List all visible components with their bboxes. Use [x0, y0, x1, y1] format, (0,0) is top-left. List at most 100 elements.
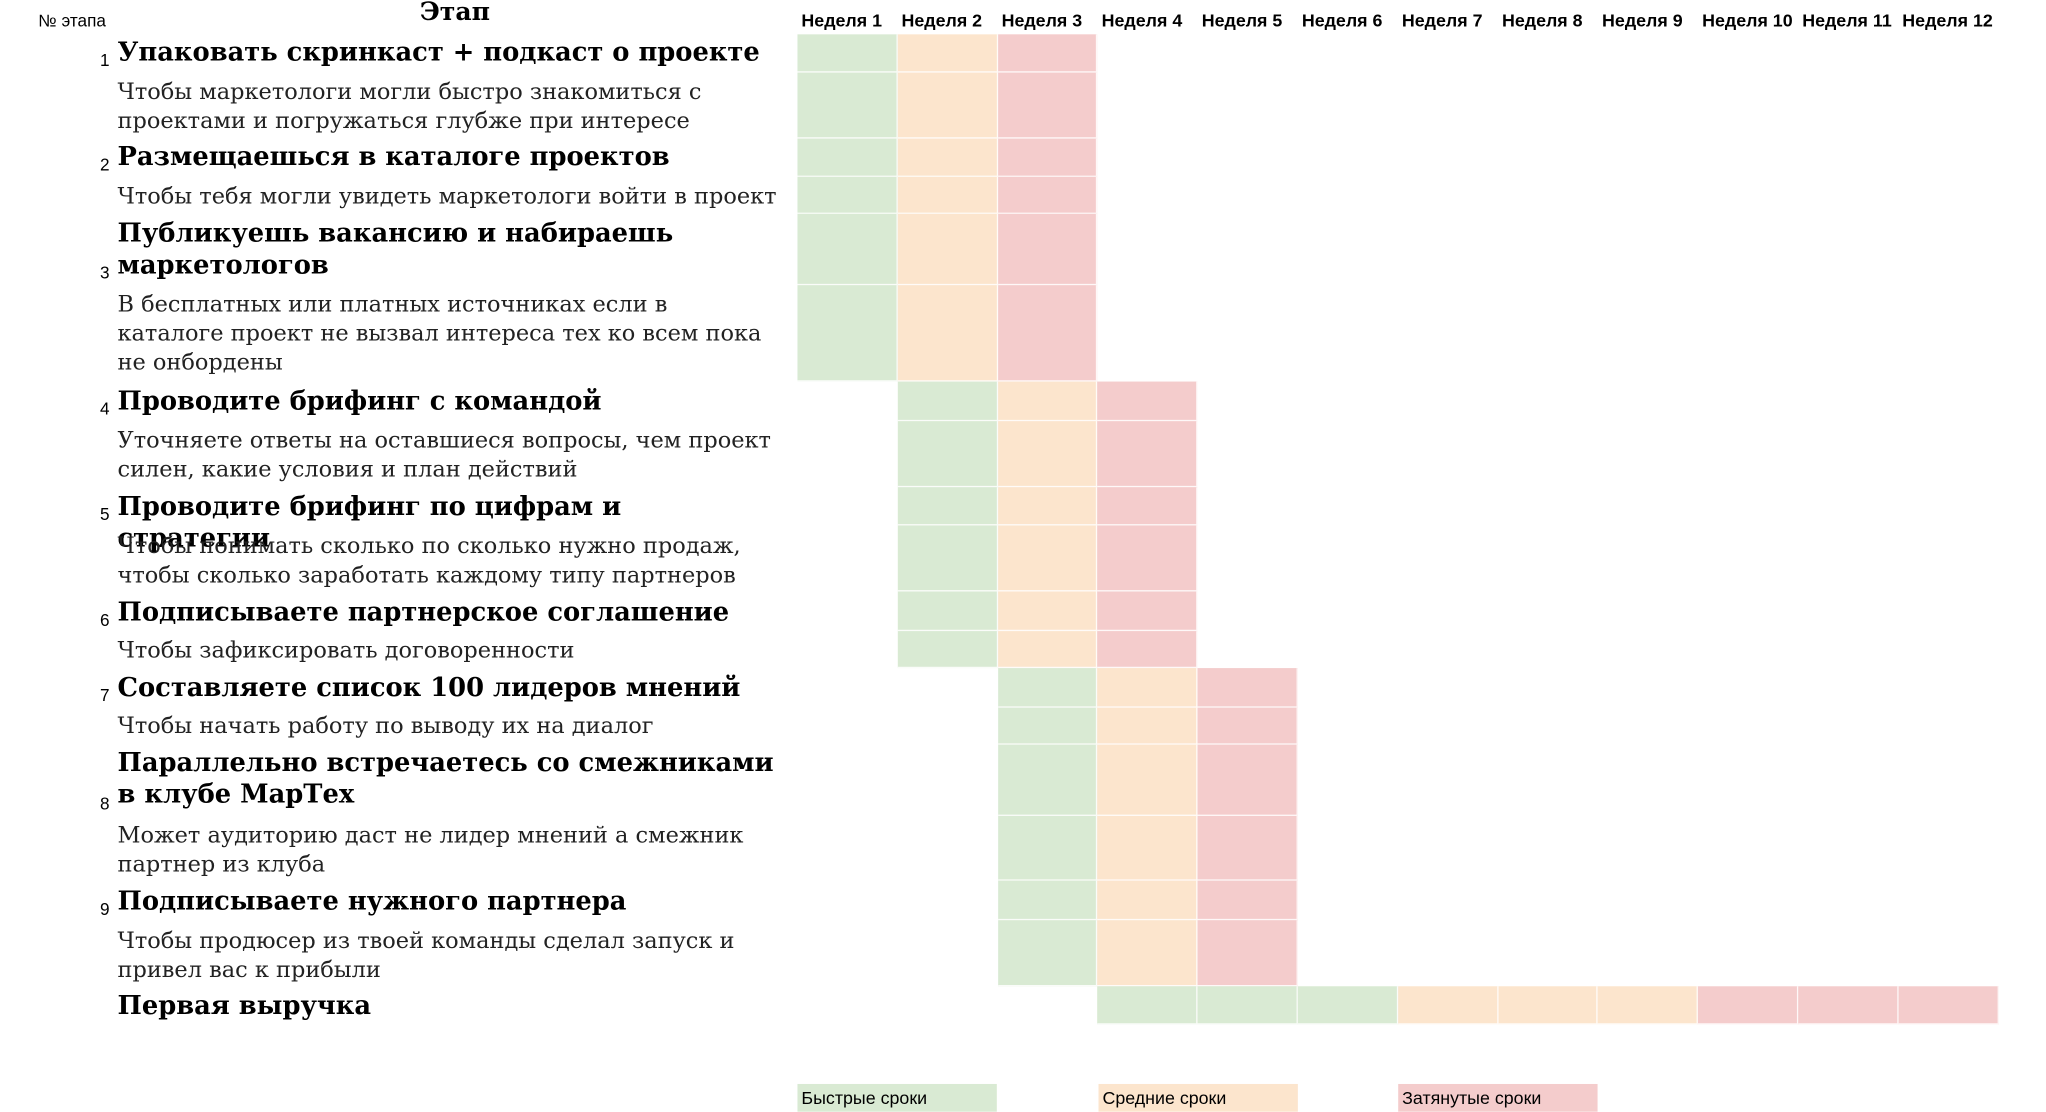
header-stage-number: № этапа [38, 10, 106, 31]
stage-desc-8: Может аудиторию даст не лидер мнений а с… [117, 822, 744, 878]
cell-fast-week-3-group-7-9 [997, 707, 1098, 745]
stage-desc-9: Чтобы продюсер из твоей команды сделал з… [117, 928, 735, 984]
cell-slow-week-4-group-4-6 [1097, 381, 1198, 422]
stage-desc-3: В бесплатных или платных источниках если… [117, 291, 762, 377]
cell-medium-week-8-group-revenue [1498, 986, 1599, 1025]
cell-medium-week-4-group-7-9 [1097, 815, 1198, 881]
week-header-5: Неделя 5 [1201, 10, 1283, 31]
cell-fast-week-2-group-4-6 [897, 631, 998, 669]
cell-medium-week-3-group-4-6 [997, 631, 1098, 669]
legend-medium: Средние сроки [1098, 1083, 1298, 1112]
cell-slow-week-5-group-7-9 [1197, 668, 1298, 708]
cell-medium-week-2-group-1-3 [897, 34, 998, 73]
stage-desc-6: Чтобы зафиксировать договоренности [117, 637, 575, 665]
cell-medium-week-3-group-4-6 [997, 591, 1098, 632]
cell-slow-week-5-group-7-9 [1197, 815, 1298, 881]
stage-title-6: Подписываете партнерское соглашение [117, 596, 730, 628]
stage-number-1: 1 [100, 50, 110, 70]
cell-slow-week-3-group-1-3 [997, 72, 1098, 139]
cell-medium-week-4-group-7-9 [1097, 920, 1198, 987]
week-header-6: Неделя 6 [1301, 10, 1383, 31]
cell-fast-week-3-group-7-9 [997, 744, 1098, 816]
stage-number-8: 8 [100, 793, 110, 814]
legend-slow: Затянутые сроки [1398, 1083, 1598, 1112]
cell-medium-week-2-group-1-3 [897, 213, 998, 286]
cell-fast-week-6-group-revenue [1297, 986, 1398, 1025]
cell-medium-week-3-group-4-6 [997, 381, 1098, 422]
cell-slow-week-3-group-1-3 [997, 34, 1098, 73]
stage-number-7: 7 [100, 685, 110, 706]
cell-fast-week-1-group-1-3 [797, 285, 898, 382]
cell-medium-week-7-group-revenue [1397, 986, 1499, 1025]
cell-fast-week-2-group-4-6 [897, 591, 998, 632]
cell-medium-week-3-group-4-6 [997, 487, 1098, 526]
cell-medium-week-2-group-1-3 [897, 72, 998, 139]
week-header-4: Неделя 4 [1101, 10, 1183, 31]
legend-fast: Быстрые сроки [797, 1083, 997, 1112]
cell-fast-week-3-group-7-9 [997, 920, 1098, 987]
stage-title-2: Размещаешься в каталоге проектов [117, 141, 670, 172]
stage-title-3: Публикуешь вакансию и набираешь маркетол… [117, 217, 674, 280]
cell-slow-week-3-group-1-3 [997, 138, 1098, 177]
cell-medium-week-3-group-4-6 [997, 525, 1098, 592]
cell-medium-week-2-group-1-3 [897, 176, 998, 214]
cell-slow-week-4-group-4-6 [1097, 525, 1198, 592]
week-header-8: Неделя 8 [1501, 10, 1583, 31]
cell-slow-week-4-group-4-6 [1097, 631, 1198, 669]
stage-number-5: 5 [100, 504, 110, 525]
cell-medium-week-9-group-revenue [1598, 986, 1699, 1025]
stage-number-3: 3 [100, 262, 110, 283]
header-stage: Этап [419, 0, 490, 27]
stage-desc-7: Чтобы начать работу по выводу их на диал… [117, 712, 654, 740]
week-header-10: Неделя 10 [1702, 10, 1793, 31]
stage-title-5: Проводите брифинг по цифрам и стратегии [117, 491, 622, 554]
cell-slow-week-3-group-1-3 [997, 285, 1098, 382]
cell-medium-week-4-group-7-9 [1097, 668, 1198, 708]
cell-fast-week-1-group-1-3 [797, 176, 898, 214]
cell-fast-week-3-group-7-9 [997, 880, 1098, 921]
cell-slow-week-10-group-revenue [1698, 986, 1799, 1025]
week-header-1: Неделя 1 [801, 10, 883, 31]
stage-number-6: 6 [100, 609, 110, 630]
cell-fast-week-2-group-4-6 [897, 525, 998, 592]
stage-title-4: Проводите брифинг с командой [117, 385, 602, 416]
cell-fast-week-1-group-1-3 [797, 34, 898, 73]
stage-number-9: 9 [100, 899, 110, 919]
week-header-12: Неделя 12 [1902, 10, 1993, 31]
stage-number-4: 4 [100, 398, 110, 419]
cell-fast-week-1-group-1-3 [797, 213, 898, 286]
cell-fast-week-3-group-7-9 [997, 815, 1098, 881]
cell-fast-week-1-group-1-3 [797, 72, 898, 139]
cell-slow-week-5-group-7-9 [1197, 920, 1298, 987]
cell-slow-week-4-group-4-6 [1097, 591, 1198, 632]
week-header-11: Неделя 11 [1802, 10, 1892, 31]
cell-medium-week-2-group-1-3 [897, 285, 998, 382]
cell-medium-week-2-group-1-3 [897, 138, 998, 177]
cell-medium-week-4-group-7-9 [1097, 744, 1198, 816]
stage-title-revenue: Первая выручка [117, 990, 372, 1021]
stage-title-9: Подписываете нужного партнера [117, 885, 627, 917]
week-header-3: Неделя 3 [1001, 10, 1083, 31]
stage-desc-4: Уточняете ответы на оставшиеся вопросы, … [117, 427, 771, 484]
stage-desc-2: Чтобы тебя могли увидеть маркетологи вой… [117, 183, 777, 210]
cell-fast-week-4-group-revenue [1097, 986, 1198, 1025]
cell-fast-week-2-group-4-6 [897, 381, 998, 422]
stage-desc-5: Чтобы понимать сколько по сколько нужно … [117, 533, 741, 589]
stage-desc-1: Чтобы маркетологи могли быстро знакомить… [117, 79, 702, 135]
cell-fast-week-3-group-7-9 [997, 668, 1098, 708]
week-header-2: Неделя 2 [901, 10, 983, 31]
cell-slow-week-5-group-7-9 [1197, 707, 1298, 745]
stage-title-1: Упаковать скринкаст + подкаст о проекте [117, 36, 760, 68]
cell-fast-week-1-group-1-3 [797, 138, 898, 177]
cell-slow-week-4-group-4-6 [1097, 421, 1198, 488]
cell-fast-week-2-group-4-6 [897, 487, 998, 526]
stage-number-2: 2 [100, 154, 110, 175]
stage-title-8: Параллельно встречаетесь со смежниками в… [117, 747, 774, 810]
cell-slow-week-3-group-1-3 [997, 176, 1098, 214]
cell-medium-week-4-group-7-9 [1097, 880, 1198, 921]
cell-slow-week-5-group-7-9 [1197, 744, 1298, 816]
cell-slow-week-12-group-revenue [1898, 986, 1999, 1025]
cell-medium-week-3-group-4-6 [997, 421, 1098, 488]
stage-title-7: Составляете список 100 лидеров мнений [117, 672, 741, 703]
